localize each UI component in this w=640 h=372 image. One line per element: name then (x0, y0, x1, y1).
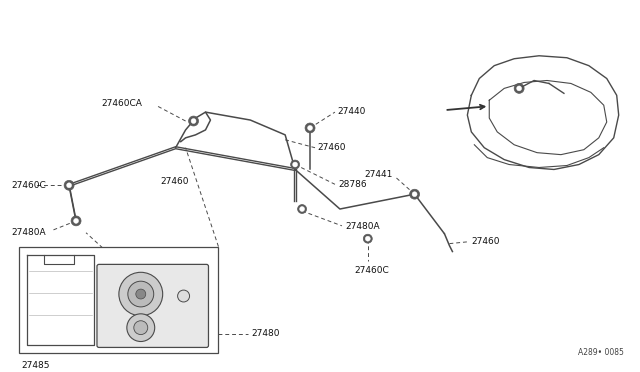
Circle shape (127, 314, 155, 341)
Text: 27460C: 27460C (12, 181, 46, 190)
FancyBboxPatch shape (19, 247, 218, 353)
Text: 27480A: 27480A (12, 228, 46, 237)
Text: 27480: 27480 (252, 329, 280, 338)
Circle shape (410, 189, 420, 199)
Text: 28921: 28921 (168, 319, 193, 328)
Circle shape (305, 123, 315, 133)
Circle shape (134, 321, 148, 334)
Text: A289• 0085: A289• 0085 (578, 348, 623, 357)
Circle shape (364, 234, 372, 243)
Text: 27460CA: 27460CA (101, 99, 142, 108)
Circle shape (128, 281, 154, 307)
Circle shape (516, 86, 522, 91)
Circle shape (308, 125, 312, 131)
Text: 27441: 27441 (364, 170, 393, 179)
Circle shape (298, 205, 307, 214)
Circle shape (300, 206, 305, 212)
Circle shape (71, 216, 81, 226)
Circle shape (189, 116, 198, 126)
Circle shape (64, 180, 74, 190)
Circle shape (292, 162, 298, 167)
Text: 27480A: 27480A (345, 222, 380, 231)
Circle shape (32, 339, 36, 344)
Text: 27460: 27460 (161, 177, 189, 186)
Circle shape (119, 272, 163, 316)
Circle shape (178, 290, 189, 302)
Circle shape (514, 83, 524, 93)
Text: 27480F: 27480F (168, 271, 198, 280)
Circle shape (67, 183, 72, 188)
Text: 28786: 28786 (338, 180, 367, 189)
Circle shape (291, 160, 300, 169)
Text: 27460: 27460 (471, 237, 500, 246)
Circle shape (30, 337, 39, 346)
Circle shape (412, 192, 417, 197)
Text: 27460C: 27460C (355, 266, 390, 275)
Circle shape (191, 119, 196, 124)
Circle shape (365, 236, 371, 241)
Text: 27485: 27485 (21, 361, 50, 370)
Text: 27460: 27460 (317, 143, 346, 152)
Circle shape (136, 289, 146, 299)
Text: 27440: 27440 (337, 107, 365, 116)
Circle shape (74, 218, 79, 223)
FancyBboxPatch shape (97, 264, 209, 347)
